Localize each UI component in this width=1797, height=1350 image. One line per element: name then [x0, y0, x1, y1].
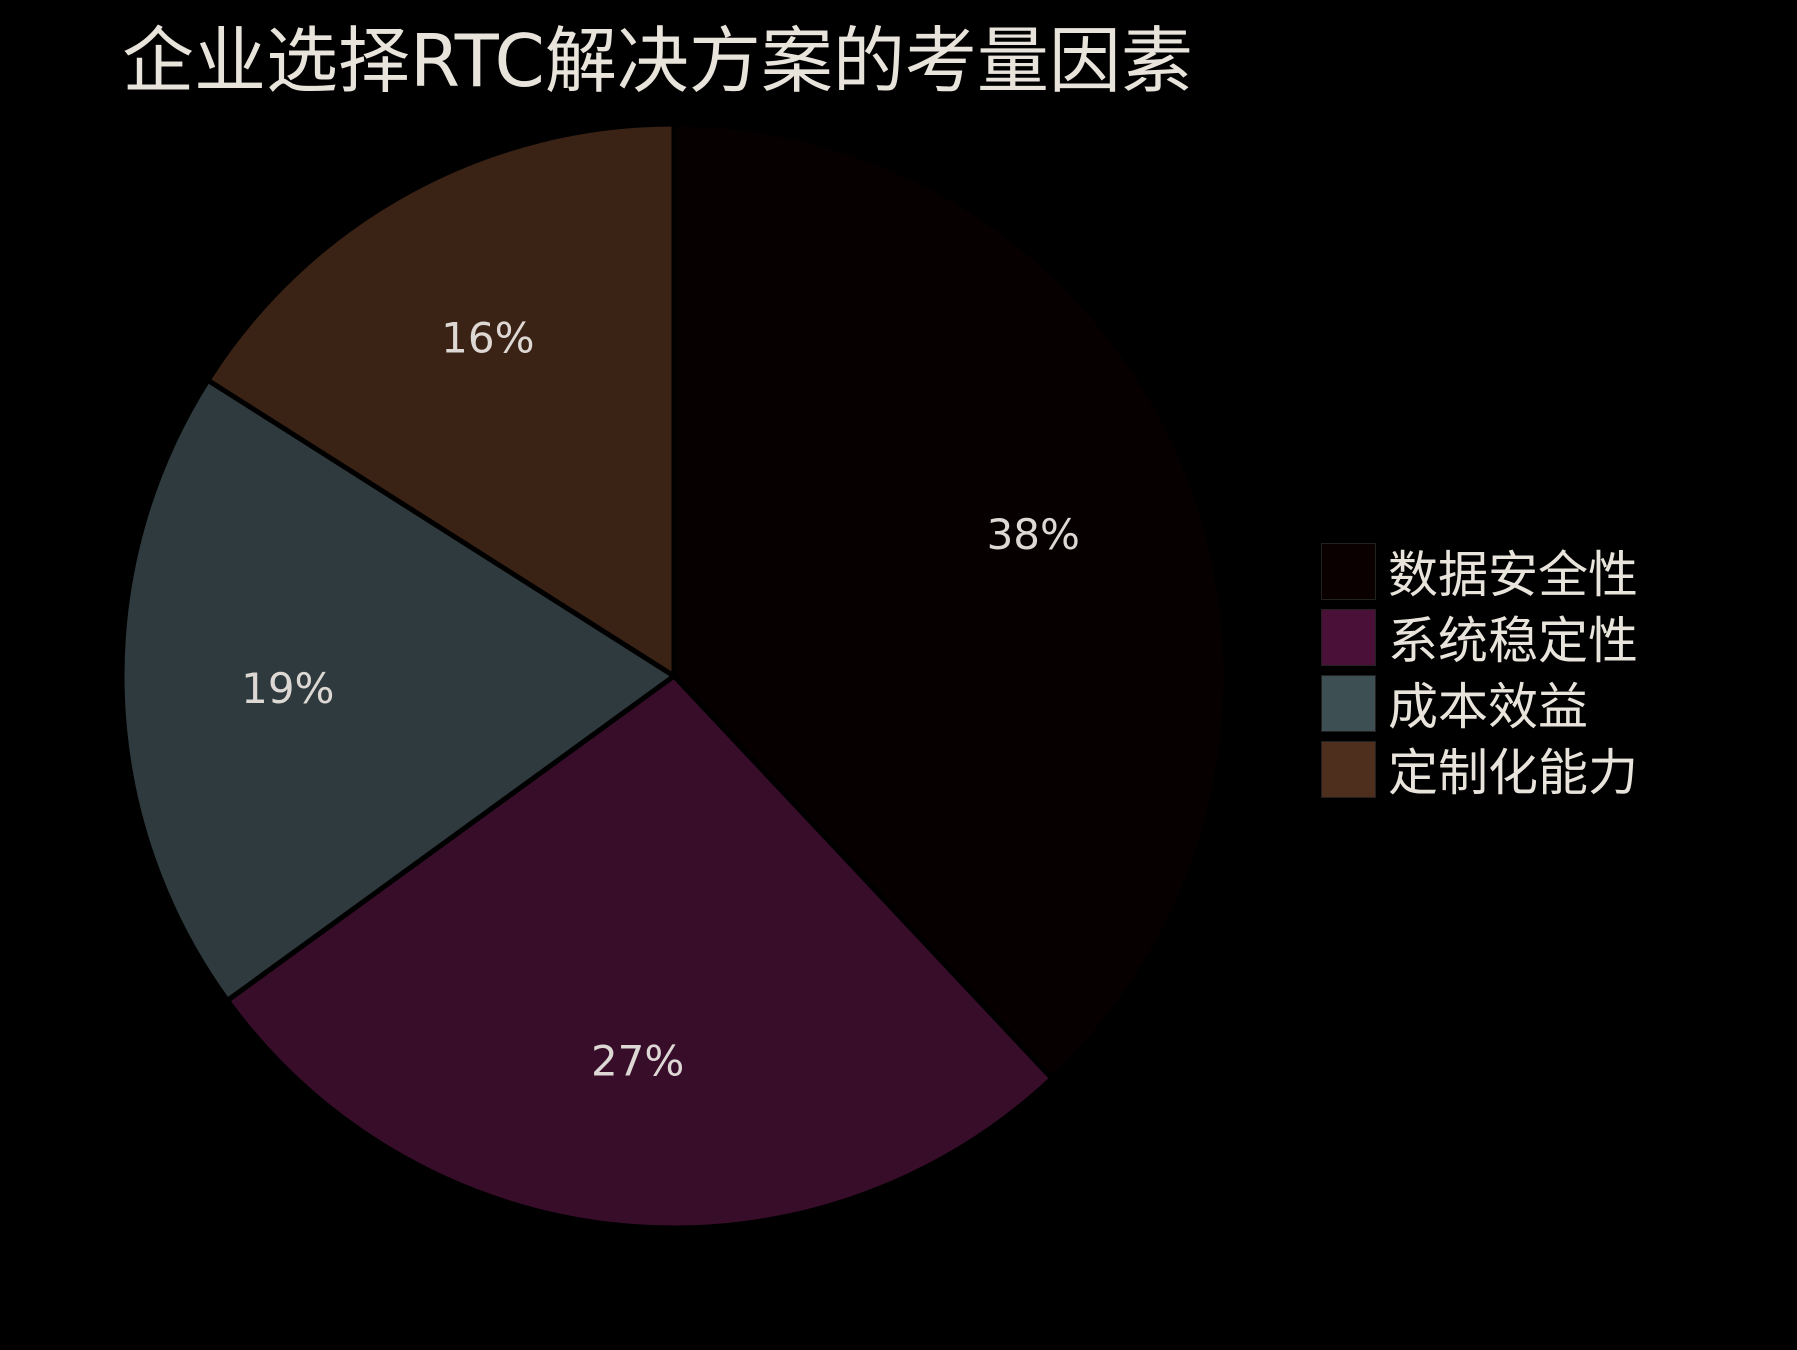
pie-label-1: 38% — [987, 510, 1080, 559]
legend-swatch — [1321, 608, 1376, 666]
legend: 数据安全性系统稳定性成本效益定制化能力 — [1321, 538, 1638, 802]
pie-slice-2 — [223, 672, 1056, 1231]
pie-label-3: 19% — [241, 664, 334, 713]
pie-slice-3 — [119, 376, 679, 1004]
legend-swatch — [1321, 674, 1376, 732]
legend-item: 系统稳定性 — [1321, 604, 1638, 670]
legend-swatch — [1321, 542, 1376, 600]
pie-slice-1 — [671, 121, 1229, 1082]
legend-item: 定制化能力 — [1321, 736, 1638, 802]
legend-label: 成本效益 — [1388, 678, 1588, 736]
legend-label: 系统稳定性 — [1388, 612, 1638, 670]
chart-title: 企业选择RTC解决方案的考量因素 — [122, 19, 1193, 103]
pie-label-2: 27% — [591, 1037, 684, 1086]
legend-item: 数据安全性 — [1321, 538, 1638, 604]
legend-item: 成本效益 — [1321, 670, 1638, 736]
legend-label: 定制化能力 — [1388, 744, 1638, 802]
legend-label: 数据安全性 — [1388, 546, 1638, 604]
pie-slice-4 — [204, 121, 677, 681]
legend-swatch — [1321, 740, 1376, 798]
pie-label-4: 16% — [441, 313, 534, 362]
